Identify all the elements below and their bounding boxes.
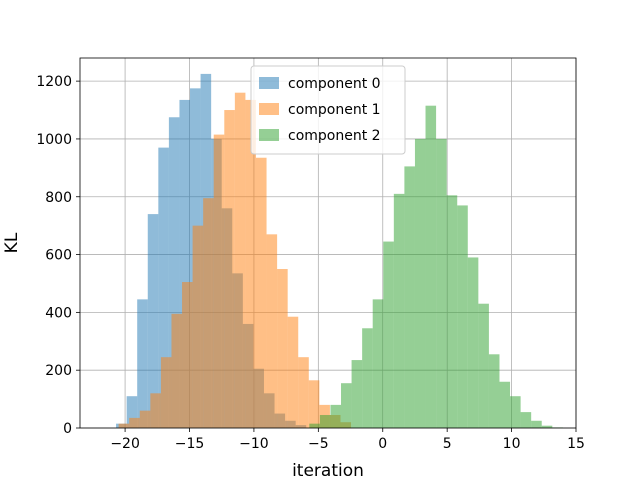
- histogram-bar: [179, 99, 191, 428]
- histogram-bar: [118, 423, 130, 428]
- histogram-bar: [171, 313, 183, 428]
- histogram-bar: [158, 147, 169, 428]
- histogram-bar: [478, 303, 489, 428]
- histogram-bar: [520, 412, 532, 428]
- histogram-bar: [150, 393, 161, 428]
- y-tick-label: 1000: [36, 132, 72, 148]
- legend: component 0 component 1 component 2: [250, 65, 406, 155]
- histogram-bar: [245, 99, 256, 428]
- legend-swatch: [259, 129, 279, 141]
- y-tick-label: 400: [45, 305, 72, 321]
- histogram-bar: [234, 92, 246, 428]
- series-1-bars: [118, 92, 352, 428]
- histogram-bar: [192, 225, 204, 428]
- histogram-bar: [309, 423, 320, 428]
- histogram-bar: [147, 214, 159, 428]
- histogram-bar: [425, 105, 437, 428]
- histogram-bar: [203, 198, 214, 428]
- histogram-bar: [499, 381, 511, 428]
- y-tick-label: 600: [45, 248, 72, 264]
- histogram-bar: [298, 357, 309, 428]
- legend-box: [250, 65, 406, 155]
- histogram-bar: [393, 193, 405, 428]
- legend-swatch: [259, 77, 279, 89]
- y-tick-label: 200: [45, 363, 72, 379]
- histogram-bar: [319, 414, 331, 428]
- histogram-bar: [541, 425, 553, 428]
- plot-frame: [79, 57, 577, 429]
- histogram-bar: [182, 282, 193, 428]
- y-tick-label: 1200: [36, 74, 72, 90]
- histogram-bar: [137, 299, 148, 428]
- x-tick-label: 5: [443, 436, 452, 452]
- legend-label: component 1: [288, 102, 381, 118]
- legend-label: component 2: [288, 128, 381, 144]
- x-tick-label: −5: [308, 436, 329, 452]
- histogram-bar: [266, 234, 278, 428]
- histogram-bar: [467, 257, 479, 428]
- histogram-bar: [129, 417, 140, 428]
- x-tick-label: −10: [239, 436, 269, 452]
- histogram-bar: [126, 396, 138, 428]
- x-axis-ticks: −20 −15 −10 −5 0 5 10 15: [110, 428, 585, 452]
- legend-label: component 0: [288, 76, 381, 92]
- legend-swatch: [259, 103, 279, 115]
- histogram-bar: [383, 241, 394, 428]
- histogram-bar: [341, 383, 352, 428]
- histogram-bar: [510, 396, 521, 428]
- x-tick-label: 10: [503, 436, 521, 452]
- x-tick-label: 15: [567, 436, 585, 452]
- y-tick-label: 800: [45, 190, 72, 206]
- histogram-bar: [330, 404, 342, 428]
- histogram-bar: [213, 134, 225, 428]
- y-axis-label: KL: [2, 232, 22, 253]
- x-tick-label: −20: [110, 436, 140, 452]
- histogram-bar: [139, 410, 151, 428]
- histogram-bar: [488, 354, 500, 428]
- series-2-bars: [309, 105, 563, 428]
- histogram-bar: [457, 205, 468, 428]
- histogram-bar: [351, 360, 363, 428]
- histogram-bar: [287, 316, 299, 428]
- histogram-bars: [116, 73, 563, 428]
- histogram-bar: [362, 328, 373, 428]
- x-axis-label: iteration: [292, 461, 364, 480]
- histogram-bar: [160, 357, 172, 428]
- y-axis-ticks: 0 200 400 600 800 1000 1200: [36, 74, 80, 437]
- histogram-bar: [414, 138, 426, 428]
- x-tick-label: −15: [175, 436, 205, 452]
- histogram-bar: [436, 138, 447, 428]
- histogram-bar: [224, 110, 235, 428]
- x-tick-label: 0: [378, 436, 387, 452]
- histogram-bar: [446, 195, 458, 428]
- histogram-bar: [531, 420, 542, 428]
- histogram-bar: [308, 380, 320, 428]
- histogram-bar: [372, 299, 384, 428]
- histogram-bar: [168, 117, 180, 428]
- histogram-bar: [255, 157, 267, 428]
- histogram-bar: [277, 269, 288, 428]
- histogram-bar: [404, 166, 415, 428]
- y-tick-label: 0: [63, 421, 72, 437]
